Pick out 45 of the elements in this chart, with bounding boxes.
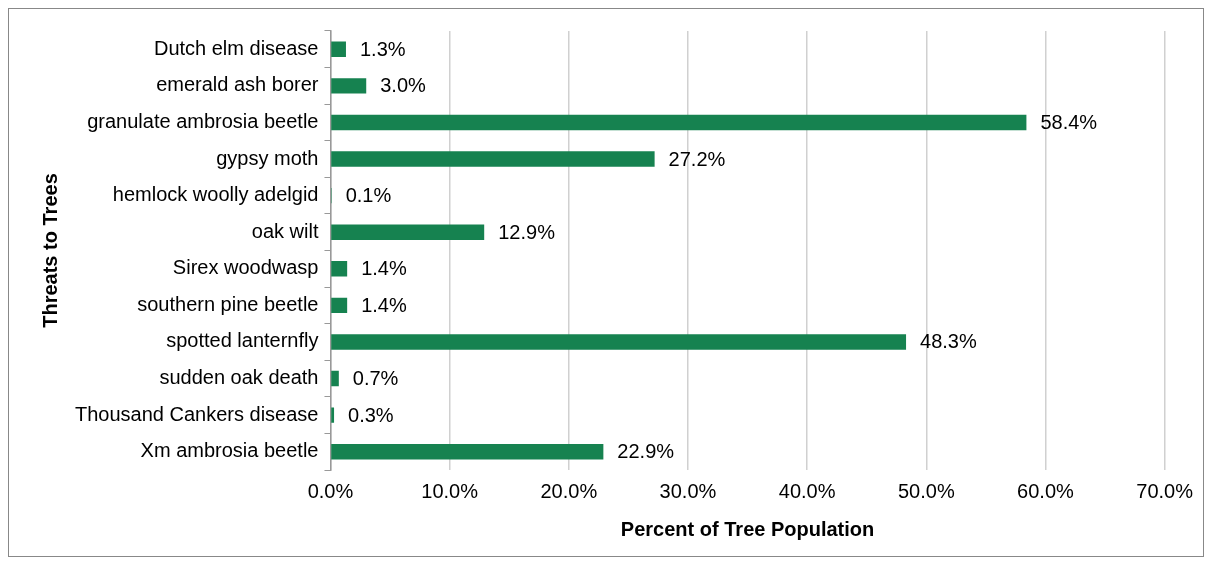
bar <box>331 261 348 277</box>
data-label: 0.1% <box>345 184 392 207</box>
x-tick-label: 30.0% <box>659 479 717 502</box>
bar <box>331 297 348 314</box>
x-tick-label: 50.0% <box>897 479 955 502</box>
y-tick-label: spotted lanternfly <box>166 329 319 352</box>
y-tick-label: Sirex woodwasp <box>172 256 319 279</box>
bar <box>331 114 1027 131</box>
y-tick-label: granulate ambrosia beetle <box>87 109 319 132</box>
data-label: 1.4% <box>361 293 407 316</box>
y-tick-label: sudden oak death <box>159 366 319 389</box>
bar <box>331 444 604 460</box>
data-label: 0.7% <box>352 367 399 390</box>
bar <box>331 407 335 423</box>
data-label: 58.4% <box>1040 110 1098 133</box>
y-tick-label: emerald ash borer <box>156 73 319 96</box>
bar <box>331 334 907 350</box>
data-label: 0.3% <box>348 403 394 426</box>
y-tick-label: southern pine beetle <box>137 292 319 315</box>
x-tick-label: 10.0% <box>421 479 479 502</box>
data-label: 1.4% <box>361 257 407 280</box>
bar <box>331 41 346 57</box>
data-label: 27.2% <box>668 147 726 170</box>
bar <box>331 370 339 387</box>
bar <box>331 151 655 167</box>
x-tick-label: 20.0% <box>540 479 598 502</box>
data-label: 48.3% <box>920 330 977 353</box>
y-tick-label: Dutch elm disease <box>153 36 319 59</box>
x-axis-title: Percent of Tree Population <box>620 517 875 540</box>
x-tick-label: 60.0% <box>1017 479 1075 502</box>
y-tick-label: gypsy moth <box>216 146 319 169</box>
data-label: 22.9% <box>617 440 675 463</box>
y-tick-label: hemlock woolly adelgid <box>112 183 319 206</box>
y-tick-label: oak wilt <box>251 219 319 242</box>
y-tick-label: Xm ambrosia beetle <box>140 439 319 462</box>
x-tick-label: 70.0% <box>1136 479 1194 502</box>
data-label: 1.3% <box>359 37 406 60</box>
data-label: 3.0% <box>380 74 427 97</box>
bar <box>331 224 485 240</box>
bar <box>331 78 367 94</box>
x-tick-label: 40.0% <box>778 479 836 502</box>
y-tick-label: Thousand Cankers disease <box>74 402 319 425</box>
y-axis-title: Threats to Trees <box>38 173 61 328</box>
data-label: 12.9% <box>498 220 556 243</box>
x-tick-label: 0.0% <box>307 479 354 502</box>
